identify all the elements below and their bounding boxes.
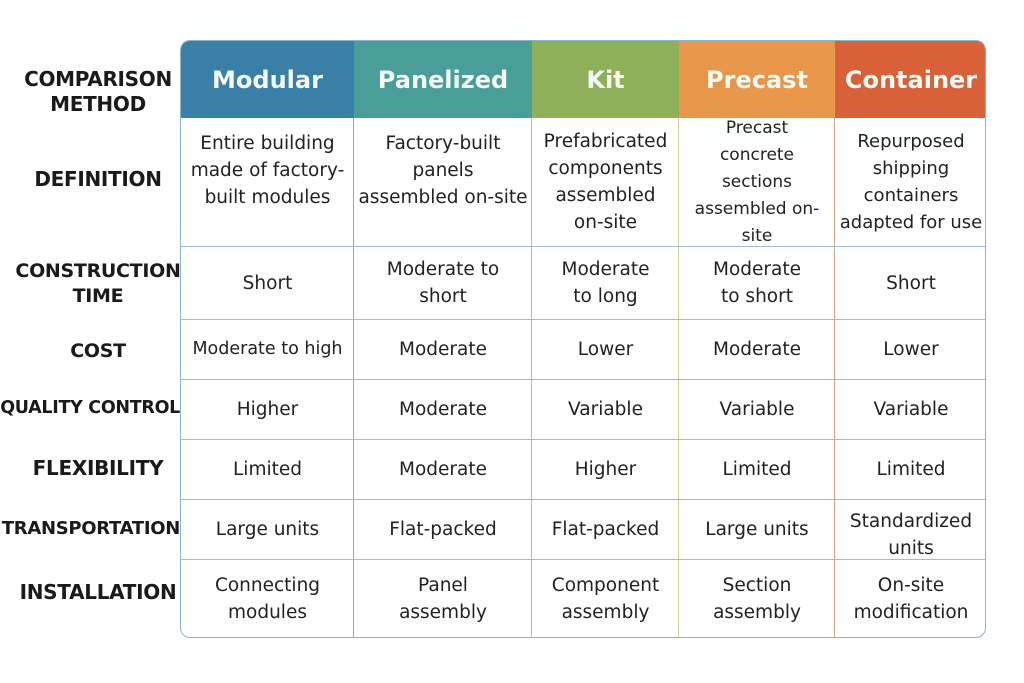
divider (678, 118, 679, 637)
header-container: Container (835, 41, 985, 118)
divider (181, 499, 985, 500)
comparison-table: Modular Panelized Kit Precast Container … (180, 40, 986, 638)
cell-panelized-installation: Panel assembly (399, 575, 487, 623)
cell-modular-definition: Entire building made of factory- built m… (190, 133, 345, 208)
row-label-installation: INSTALLATION (19, 579, 177, 604)
header-kit: Kit (532, 41, 679, 118)
corner-label: COMPARISON METHOD (24, 67, 172, 116)
cell-kit-transportation: Flat-packed (551, 519, 660, 540)
cell-precast-definition: Precast concrete sections assembled on-s… (694, 117, 820, 246)
cell-panelized-cost: Moderate (399, 339, 487, 360)
cell-precast-construction-time: Moderate to short (713, 259, 801, 307)
divider (353, 118, 354, 637)
divider (181, 246, 985, 247)
divider (181, 379, 985, 380)
cell-precast-transportation: Large units (705, 519, 809, 540)
divider (181, 559, 985, 560)
cell-kit-flexibility: Higher (574, 459, 637, 480)
cell-modular-transportation: Large units (215, 519, 320, 540)
header-panelized: Panelized (354, 41, 532, 118)
divider (834, 118, 835, 637)
cell-kit-definition: Prefabricated components assembled on-si… (543, 131, 668, 233)
row-labels: COMPARISON METHOD DEFINITION CONSTRUCTIO… (0, 0, 181, 683)
cell-kit-quality-control: Variable (568, 399, 643, 420)
cell-panelized-transportation: Flat-packed (389, 519, 497, 540)
cell-container-installation: On-site modification (853, 575, 969, 623)
cell-container-quality-control: Variable (873, 399, 949, 420)
divider (181, 439, 985, 440)
cell-kit-cost: Lower (577, 339, 634, 360)
cell-precast-installation: Section assembly (713, 575, 801, 623)
cell-modular-construction-time: Short (242, 272, 293, 294)
divider (181, 319, 985, 320)
cell-modular-cost: Moderate to high (192, 339, 343, 359)
row-label-definition: DEFINITION (34, 167, 162, 191)
cell-container-cost: Lower (883, 339, 939, 360)
cell-modular-quality-control: Higher (236, 399, 299, 420)
row-label-construction-time: CONSTRUCTION TIME (15, 260, 181, 307)
cell-kit-installation: Component assembly (551, 575, 660, 623)
cell-panelized-construction-time: Moderate to short (386, 259, 500, 307)
cell-container-definition: Repurposed shipping containers adapted f… (839, 131, 983, 233)
cell-precast-cost: Moderate (713, 339, 801, 360)
cell-kit-construction-time: Moderate to long (561, 259, 650, 307)
row-label-cost: COST (70, 339, 126, 362)
divider (531, 118, 532, 637)
header-modular: Modular (181, 41, 354, 118)
cell-precast-quality-control: Variable (719, 399, 795, 420)
row-label-quality-control: QUALITY CONTROL (0, 397, 180, 418)
cell-modular-flexibility: Limited (233, 459, 302, 480)
cell-panelized-quality-control: Moderate (399, 399, 487, 420)
cell-precast-flexibility: Limited (722, 459, 792, 480)
cell-container-transportation: Standardized units (849, 510, 973, 559)
cell-container-flexibility: Limited (876, 459, 946, 480)
header-precast: Precast (679, 41, 835, 118)
cell-container-construction-time: Short (886, 272, 936, 294)
row-label-flexibility: FLEXIBILITY (32, 455, 164, 480)
row-label-transportation: TRANSPORTATION (1, 517, 181, 539)
cell-panelized-definition: Factory-built panels assembled on-site (358, 133, 528, 208)
cell-panelized-flexibility: Moderate (399, 459, 487, 480)
cell-modular-installation: Connecting modules (214, 575, 321, 623)
